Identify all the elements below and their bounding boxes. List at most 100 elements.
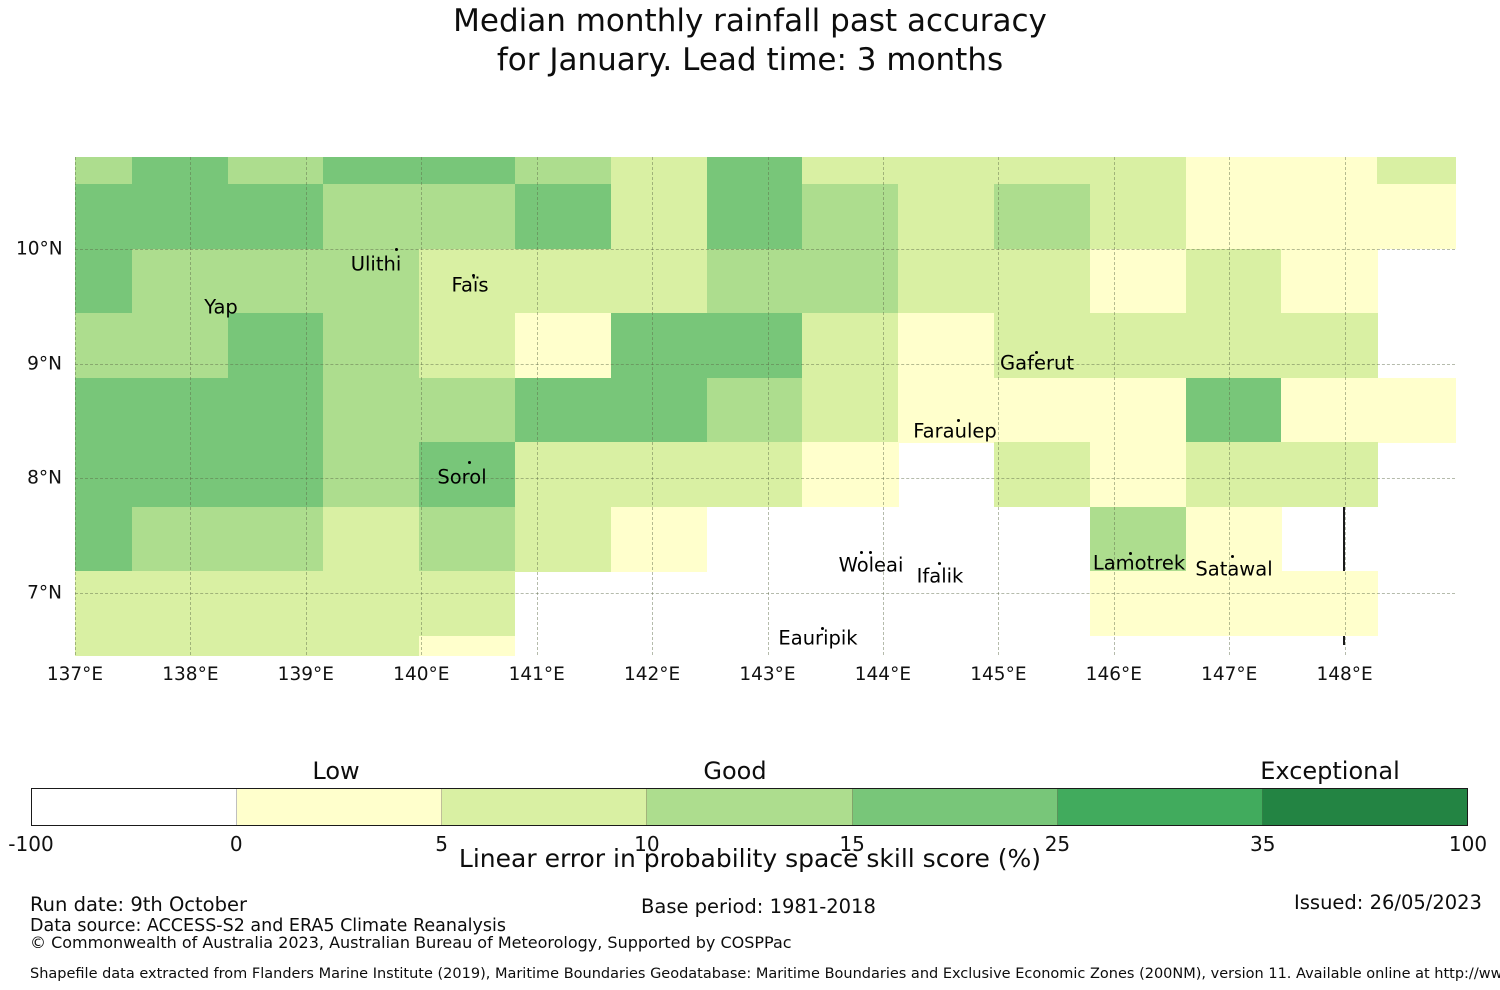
island-label: Woleai (838, 553, 904, 577)
heatmap-cell (227, 506, 324, 572)
island-marker-dot (869, 551, 872, 554)
island-label: Gaferut (1000, 351, 1074, 375)
colorbar-tick-label: 25 (1044, 832, 1071, 856)
map-gridline-vertical (1113, 157, 1115, 655)
heatmap-cell (610, 157, 708, 185)
heatmap-cell (706, 442, 803, 508)
x-axis-tick-label: 142°E (623, 664, 681, 685)
island-marker-dot (472, 274, 475, 277)
chart-title-line2: for January. Lead time: 3 months (496, 42, 1004, 78)
colorbar-tick-label: 35 (1249, 832, 1276, 856)
footer-base-period: Base period: 1981-2018 (641, 895, 876, 918)
island-marker-dot (395, 248, 398, 251)
heatmap-cell (227, 377, 324, 443)
map-area: 137°E 138°E 139°E 140°E 141°E 142°E 143°E 144°E… (16, 157, 1456, 685)
heatmap-cell (419, 377, 516, 443)
heatmap-cell (514, 248, 612, 314)
heatmap-cell (802, 248, 899, 314)
x-axis-tick-label: 146°E (1085, 664, 1142, 685)
chart-title-line1: Median monthly rainfall past accuracy (453, 3, 1047, 39)
footer-copyright: © Commonwealth of Australia 2023, Austra… (30, 933, 792, 952)
heatmap-cell (323, 377, 420, 443)
y-axis-tick-label: 9°N (27, 353, 62, 374)
heatmap-cell (610, 313, 708, 379)
heatmap-cell (898, 377, 995, 443)
colorbar (31, 788, 1468, 826)
heatmap-cell (227, 635, 324, 656)
map-gridline-vertical (652, 157, 654, 655)
heatmap-cell (514, 313, 612, 379)
heatmap-cell (993, 377, 1091, 443)
heatmap-cell (802, 377, 899, 443)
heatmap-cell (1377, 157, 1456, 185)
heatmap-cell (323, 184, 420, 250)
island-marker-dot (1129, 552, 1132, 555)
heatmap-cell (1185, 506, 1282, 572)
map-gridline-vertical (75, 157, 76, 655)
x-axis-tick-label: 140°E (393, 664, 450, 685)
heatmap-cell (1185, 248, 1282, 314)
heatmap-cell (75, 248, 133, 314)
heatmap-cell (75, 506, 133, 572)
heatmap-cell (419, 571, 516, 637)
heatmap-cell (323, 506, 420, 572)
heatmap-cell (419, 313, 516, 379)
heatmap-cell (802, 184, 899, 250)
island-label: Yap (204, 295, 238, 319)
island-label: Faraulep (913, 419, 997, 443)
island-marker-dot (1035, 351, 1038, 354)
colorbar-category-label: Good (703, 757, 767, 785)
heatmap-cell (610, 377, 708, 443)
heatmap-cell (323, 313, 420, 379)
map-gridline-vertical (882, 157, 884, 655)
heatmap-cell (227, 442, 324, 508)
x-axis-tick-label: 137°E (46, 664, 104, 685)
heatmap-cell (706, 184, 803, 250)
heatmap-cell (993, 442, 1091, 508)
island-label: Satawal (1195, 557, 1273, 581)
heatmap-cell (131, 248, 229, 314)
heatmap-cell (323, 248, 420, 314)
heatmap-cell (610, 506, 708, 572)
colorbar-segment (1262, 789, 1467, 825)
heatmap-cell (323, 571, 420, 637)
heatmap-cell (227, 184, 324, 250)
map-gridline-vertical (190, 157, 192, 655)
island-marker-dot (468, 461, 471, 464)
heatmap-cell (131, 635, 229, 656)
map-gridline-vertical (536, 157, 538, 655)
heatmap-cell (706, 313, 803, 379)
heatmap-cell (1089, 248, 1187, 314)
heatmap-cell (993, 184, 1091, 250)
heatmap-cell (1281, 571, 1378, 637)
colorbar-segment (442, 789, 648, 825)
island-label: Faïs (451, 273, 489, 297)
colorbar-tick-label: 0 (229, 832, 243, 856)
map-gridline-horizontal (75, 249, 1455, 250)
map-gridline-vertical (1344, 157, 1346, 655)
map-gridline-vertical (305, 157, 307, 655)
heatmap-cell (993, 157, 1091, 185)
heatmap-cell (323, 442, 420, 508)
island-marker-dot (1231, 555, 1234, 558)
heatmap-cell (514, 184, 612, 250)
y-axis-tick-label: 7°N (27, 582, 62, 603)
heatmap-cell (1281, 184, 1378, 250)
island-label: Eauripik (778, 626, 858, 650)
x-axis-tick-label: 143°E (739, 664, 796, 685)
heatmap-cell (706, 377, 803, 443)
heatmap-cell (131, 184, 229, 250)
heatmap-cell (75, 157, 133, 185)
colorbar-tick-label: 100 (1448, 832, 1488, 856)
island-marker-dot (860, 551, 863, 554)
colorbar-tick-label: 10 (634, 832, 660, 856)
heatmap-cell (514, 377, 612, 443)
colorbar-tick-label: -100 (8, 832, 54, 856)
heatmap-cell (1377, 377, 1456, 443)
heatmap-cell (610, 184, 708, 250)
heatmap-cell (131, 377, 229, 443)
y-axis-tick-label: 10°N (16, 238, 63, 260)
island-label: Ulithi (350, 252, 402, 276)
colorbar-segment (237, 789, 443, 825)
